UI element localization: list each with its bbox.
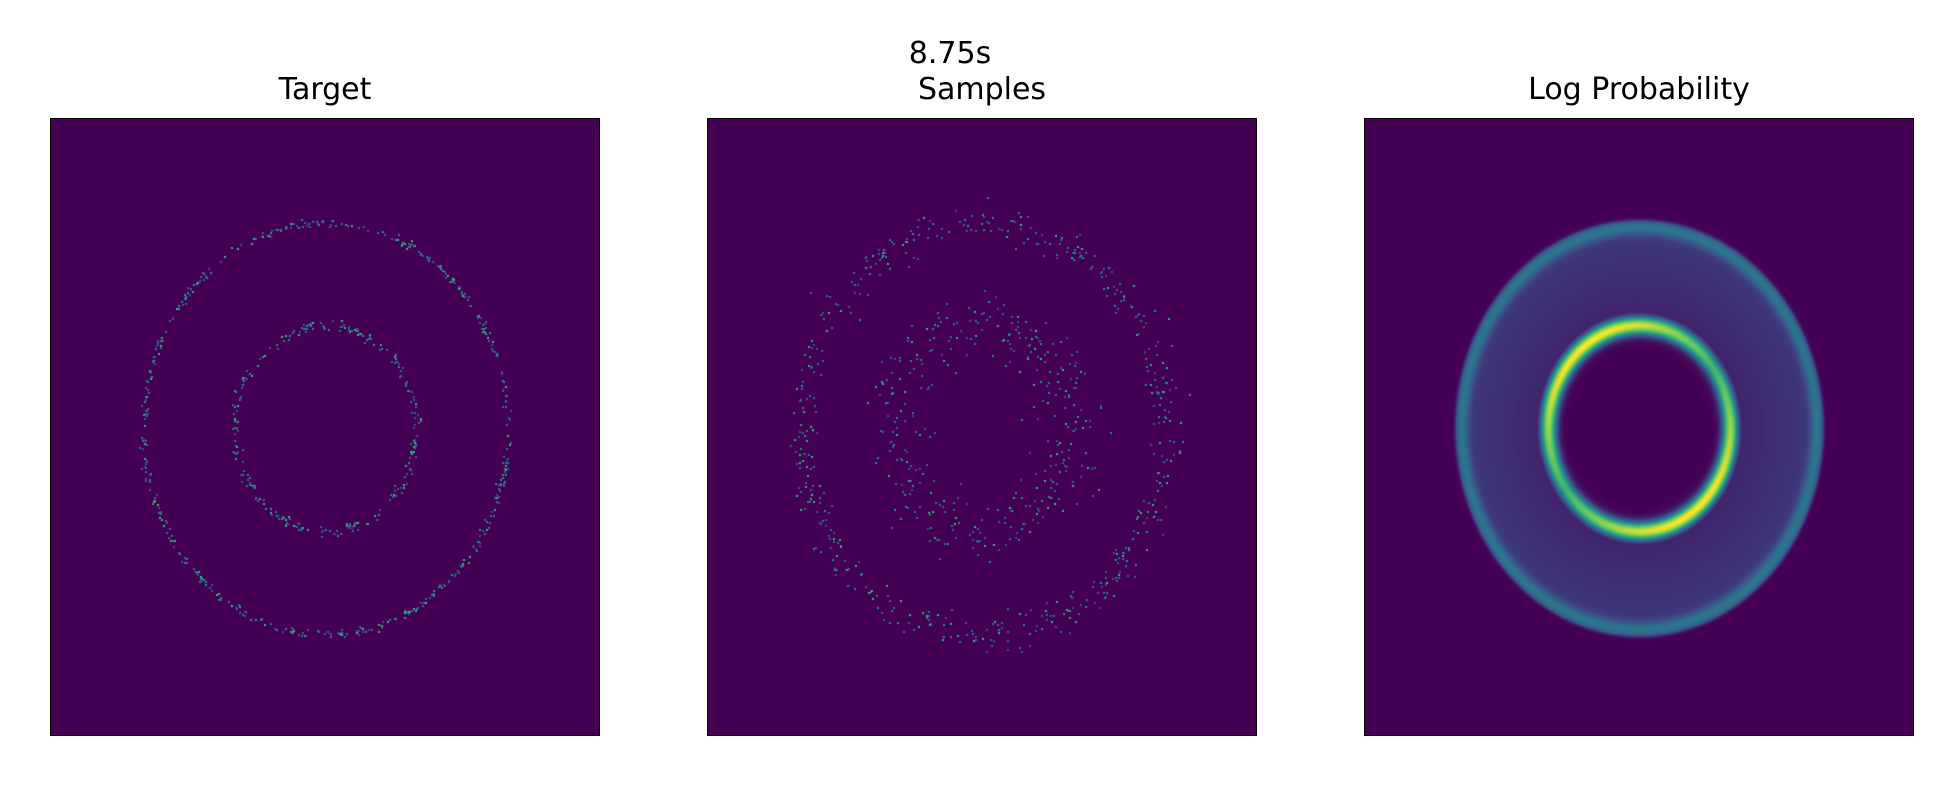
target-panel xyxy=(50,118,600,736)
logprob-title: Log Probability xyxy=(1528,72,1750,107)
figure-suptitle: 8.75s xyxy=(908,36,992,71)
samples-panel xyxy=(707,118,1257,736)
target-heatmap xyxy=(50,118,600,736)
logprob-heatmap xyxy=(1364,118,1914,736)
samples-title: Samples xyxy=(917,72,1047,107)
logprob-panel xyxy=(1364,118,1914,736)
target-title: Target xyxy=(278,72,372,107)
samples-heatmap xyxy=(707,118,1257,736)
